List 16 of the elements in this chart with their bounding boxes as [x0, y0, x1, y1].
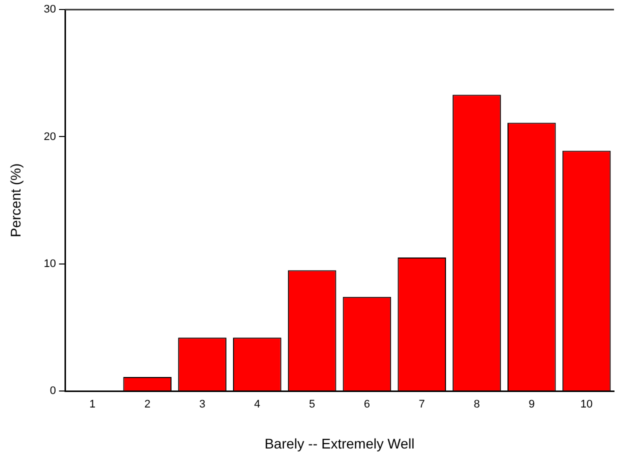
y-tick-label: 20	[44, 130, 56, 143]
y-tick-label: 0	[50, 385, 56, 398]
x-tick-label: 2	[144, 398, 150, 411]
x-tick-label: 7	[418, 398, 425, 411]
x-tick-label: 6	[364, 398, 370, 411]
y-tick-label: 30	[44, 4, 56, 16]
x-tick-label: 9	[528, 398, 535, 411]
x-tick-label: 1	[89, 398, 96, 411]
x-tick-label: 5	[309, 398, 316, 411]
x-tick-label: 4	[254, 398, 260, 411]
x-tick-label: 3	[199, 398, 206, 411]
y-tick-label: 10	[44, 258, 56, 270]
x-tick-label: 8	[474, 398, 480, 411]
y-axis-title: Percent (%)	[7, 163, 24, 238]
x-tick-label: 10	[580, 398, 593, 411]
x-axis-title: Barely -- Extremely Well	[264, 435, 414, 452]
